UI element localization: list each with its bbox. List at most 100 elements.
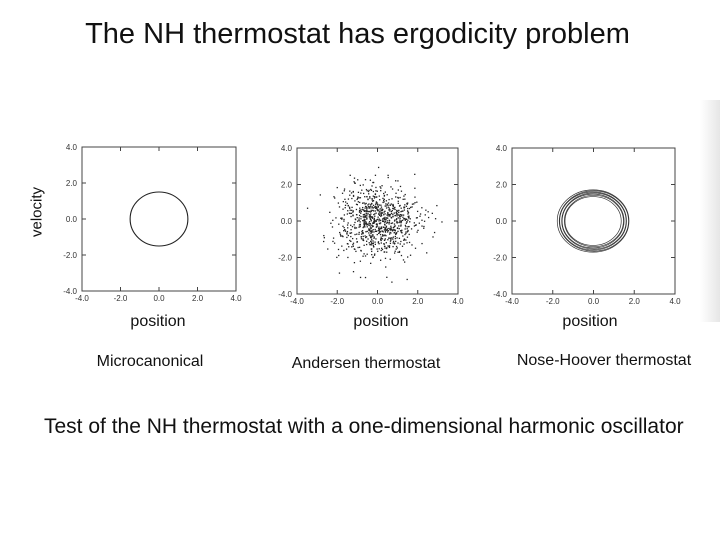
scatter-point [354,218,356,220]
scatter-point [361,230,364,232]
scatter-point [389,240,392,242]
scatter-point [369,230,371,232]
scatter-point [372,235,374,237]
scatter-point [342,208,344,210]
scatter-point [400,225,402,227]
scatter-point [362,184,364,186]
scatter-point [388,223,390,225]
scatter-point [349,174,351,176]
scatter-point [374,193,377,196]
scatter-point [393,220,396,222]
scatter-point [381,226,383,228]
scatter-point [409,254,412,256]
scatter-point [386,229,388,232]
scatter-point [365,236,367,239]
slide-title: The NH thermostat has ergodicity problem [85,18,630,50]
scatter-point [375,212,377,214]
scatter-point [406,221,408,223]
scatter-point [398,237,401,240]
scatter-point [360,215,362,218]
scatter-point [376,233,378,236]
scatter-point [352,215,354,217]
scatter-point [357,179,359,181]
scatter-point [355,213,358,216]
scatter-point [352,237,354,240]
scatter-point [431,212,433,215]
scatter-point [351,209,353,211]
scatter-point [404,217,406,220]
scatter-point [388,221,390,224]
scatter-point [394,230,396,232]
scatter-point [381,230,384,232]
plot-label-microcanonical: Microcanonical [96,353,204,370]
scatter-point [369,211,372,213]
scatter-point [400,220,402,222]
scatter-point [332,237,335,239]
scatter-point [366,214,368,216]
scatter-point [385,247,388,250]
scatter-point [396,237,398,239]
scatter-point [374,253,376,255]
scatter-point [408,215,410,217]
scatter-point [382,219,384,221]
scatter-point [391,237,393,239]
scatter-point [401,245,404,247]
scatter-point [358,219,360,221]
scatter-point [360,192,362,194]
scatter-point [403,243,405,245]
scatter-point [400,190,403,192]
orbit-ring [564,196,622,246]
scatter-point [416,231,418,233]
scatter-point [349,209,351,211]
scatter-point [394,219,396,221]
scatter-point [404,193,406,196]
scatter-point [363,223,365,225]
scatter-point [373,197,376,199]
scatter-point [397,251,399,253]
scatter-point [374,243,376,246]
scatter-point [352,271,355,273]
scatter-point [400,224,402,226]
x-tick-label: 2.0 [629,297,641,306]
scatter-point [379,239,382,241]
scatter-point [400,221,403,223]
scatter-point [358,197,360,199]
scatter-point [379,228,381,230]
scatter-point [407,229,409,232]
scatter-point [373,254,376,256]
scatter-point [368,242,370,244]
y-tick-label: 0.0 [281,217,293,226]
scatter-point [392,236,395,238]
x-tick-label: 0.0 [372,297,384,306]
scatter-point [368,221,371,223]
scatter-point [346,232,348,234]
scatter-point [407,226,409,228]
scatter-point [391,198,393,200]
scatter-point [364,223,366,226]
scatter-point [410,206,412,209]
scatter-point [347,227,349,229]
orbit-ring [556,189,630,253]
scatter-point [392,238,394,240]
scatter-point [336,186,338,189]
y-tick-label: -2.0 [63,251,77,260]
scatter-point [384,231,387,233]
scatter-point [397,180,399,182]
scatter-point [372,244,374,247]
scatter-point [421,219,423,221]
scatter-point [436,204,438,207]
scatter-point [359,197,362,199]
scatter-point [356,197,359,199]
scatter-point [398,209,400,212]
scatter-point [343,249,345,252]
scatter-point [406,242,408,244]
scatter-point [387,174,389,176]
scatter-point [379,233,382,236]
scatter-point [364,178,367,181]
scatter-point [409,218,411,220]
scatter-point [370,231,372,233]
scatter-point [359,225,361,228]
scatter-point [382,197,384,200]
scatter-point [370,210,372,213]
scatter-point [416,210,419,213]
